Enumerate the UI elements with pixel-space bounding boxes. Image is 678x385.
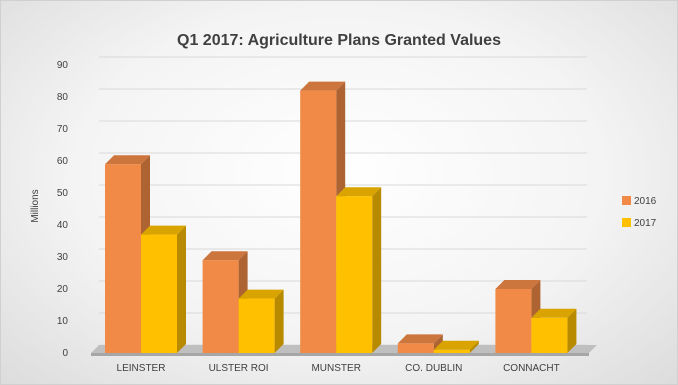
bar-side xyxy=(567,308,577,353)
bar-top xyxy=(336,187,382,197)
bar-side xyxy=(372,187,382,353)
x-category-label: CO. DUBLIN xyxy=(405,363,462,374)
bar xyxy=(336,187,382,353)
legend-swatch xyxy=(622,218,631,227)
bar-top xyxy=(141,225,186,235)
bar-front xyxy=(397,343,434,353)
bar-top xyxy=(531,308,577,318)
bar-front xyxy=(300,90,337,353)
bar xyxy=(531,308,577,353)
bar-side xyxy=(469,340,479,353)
y-tick-label: 0 xyxy=(62,348,68,359)
bar-top xyxy=(397,334,443,344)
legend-label: 2017 xyxy=(634,218,657,229)
y-tick-label: 90 xyxy=(57,60,69,71)
chart-title: Q1 2017: Agriculture Plans Granted Value… xyxy=(177,32,501,49)
y-tick-label: 60 xyxy=(57,156,69,167)
bar-side xyxy=(177,225,186,353)
bar xyxy=(433,340,479,353)
bar xyxy=(238,289,284,353)
bar-front xyxy=(495,289,532,353)
floor-edge xyxy=(91,353,589,356)
bar-top xyxy=(202,251,248,261)
bar-side xyxy=(274,289,284,353)
y-tick-label: 30 xyxy=(57,252,69,263)
bar-top xyxy=(105,155,150,165)
y-axis-ticks: 0 10 20 30 40 50 60 70 80 90 xyxy=(57,60,69,359)
y-axis-label: Millions xyxy=(30,189,41,222)
y-tick-label: 20 xyxy=(57,284,69,295)
y-tick-label: 40 xyxy=(57,220,69,231)
bar-front xyxy=(238,298,275,353)
bar-front xyxy=(105,164,141,353)
bar-top xyxy=(433,340,479,350)
bar-top xyxy=(238,289,284,299)
bar-front xyxy=(202,260,239,353)
x-category-label: CONNACHT xyxy=(503,363,560,374)
y-tick-label: 10 xyxy=(57,316,69,327)
x-category-label: MUNSTER xyxy=(311,363,360,374)
bar-front xyxy=(433,349,470,353)
y-tick-label: 70 xyxy=(57,124,69,135)
bar-top xyxy=(495,280,541,289)
bar-front xyxy=(531,317,568,353)
legend-swatch xyxy=(622,196,631,205)
y-tick-label: 80 xyxy=(57,92,69,103)
bar-top xyxy=(300,81,346,91)
bar-front xyxy=(141,234,177,353)
bars xyxy=(105,81,577,353)
legend-label: 2016 xyxy=(634,196,657,207)
x-category-label: LEINSTER xyxy=(117,363,166,374)
x-category-label: ULSTER ROI xyxy=(209,363,269,374)
x-axis-categories: LEINSTER ULSTER ROI MUNSTER CO. DUBLIN CONNA… xyxy=(117,363,560,374)
bar-front xyxy=(336,196,373,353)
legend: 2016 2017 xyxy=(622,196,657,229)
y-tick-label: 50 xyxy=(57,188,69,199)
bar xyxy=(141,225,186,353)
